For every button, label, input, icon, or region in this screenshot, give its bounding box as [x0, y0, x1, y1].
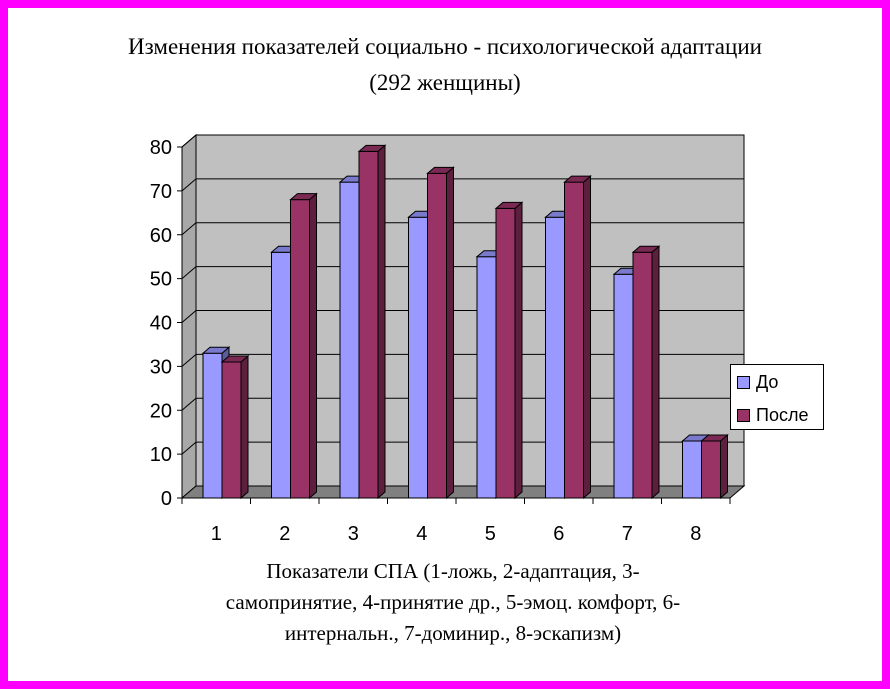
bar-front: [476, 256, 497, 499]
x-tick-label-7: 7: [622, 523, 633, 545]
bar-posle-5: [494, 201, 524, 500]
bar-front: [545, 216, 565, 499]
y-tick-label-60: 60: [150, 225, 172, 247]
bar-front: [339, 181, 360, 499]
gridline-70: [181, 178, 744, 192]
bar-front: [701, 440, 721, 499]
x-tick-label-6: 6: [553, 523, 564, 545]
x-tick-label-1: 1: [211, 523, 222, 545]
chart-legend: До После: [730, 364, 824, 430]
y-tick-label-10: 10: [150, 444, 172, 466]
bar-top: [494, 201, 524, 209]
bar-side: [514, 201, 523, 500]
legend-label-posle: После: [756, 405, 809, 425]
bar-posle-6: [563, 175, 592, 500]
bar-top: [357, 144, 387, 152]
bar-front: [632, 251, 653, 499]
bar-front: [495, 207, 516, 499]
gridline-80: [181, 134, 744, 148]
chart-title: Изменения показателей социально - психол…: [128, 34, 762, 59]
chart-floor: [180, 485, 746, 499]
bar-side: [720, 433, 728, 500]
bar-top: [220, 355, 250, 363]
x-tick-label-8: 8: [690, 523, 701, 545]
x-axis-label-line-1: Показатели СПА (1-ложь, 2-адаптация, 3-: [266, 559, 640, 583]
y-tick-label-40: 40: [150, 313, 172, 335]
bar-front: [221, 361, 242, 499]
bar-side: [309, 192, 317, 500]
x-tick-label-4: 4: [416, 523, 427, 545]
bar-front: [613, 273, 634, 499]
bar-side: [651, 245, 660, 500]
x-axis-label-line-2: самопринятие, 4-принятие др., 5-эмоц. ко…: [225, 590, 681, 614]
bar-front: [682, 440, 702, 499]
bar-top: [201, 346, 231, 354]
bar-posle-7: [631, 245, 661, 500]
legend-swatch-do: [737, 375, 750, 389]
bar-side: [240, 354, 249, 500]
x-tick-label-2: 2: [279, 523, 290, 545]
legend-item-do: До: [737, 370, 778, 394]
y-tick-label-50: 50: [150, 269, 172, 291]
bar-top: [426, 166, 455, 174]
bar-front: [564, 181, 584, 499]
x-tick-label-3: 3: [348, 523, 359, 545]
legend-label-do: До: [756, 372, 779, 392]
x-tick-label-5: 5: [485, 523, 496, 545]
y-tick-label-70: 70: [150, 181, 172, 203]
bar-top: [631, 245, 661, 253]
bar-top: [289, 193, 318, 201]
bar-posle-2: [289, 192, 318, 500]
bar-front: [290, 199, 310, 499]
bar-top: [700, 434, 729, 442]
y-tick-label-80: 80: [150, 137, 172, 159]
bar-top: [563, 175, 592, 183]
bar-front: [358, 150, 379, 499]
bar-side: [446, 166, 454, 500]
bar-posle-3: [357, 144, 387, 500]
y-tick-label-20: 20: [150, 400, 172, 422]
bar-posle-1: [220, 354, 250, 500]
y-tick-label-0: 0: [161, 488, 172, 510]
bar-posle-4: [426, 166, 455, 500]
bar-front: [271, 251, 291, 499]
legend-swatch-posle: [737, 408, 750, 422]
chart-subtitle: (292 женщины): [369, 70, 521, 95]
bar-posle-8: [700, 433, 729, 500]
bar-side: [377, 144, 386, 500]
x-axis-label-line-3: интернальн., 7-доминир., 8-эскапизм): [284, 621, 622, 645]
bar-front: [202, 352, 223, 499]
bar-front: [427, 172, 447, 499]
y-tick-label-30: 30: [150, 356, 172, 378]
legend-item-posle: После: [737, 403, 808, 427]
bar-side: [583, 175, 591, 500]
bar-front: [408, 216, 428, 499]
